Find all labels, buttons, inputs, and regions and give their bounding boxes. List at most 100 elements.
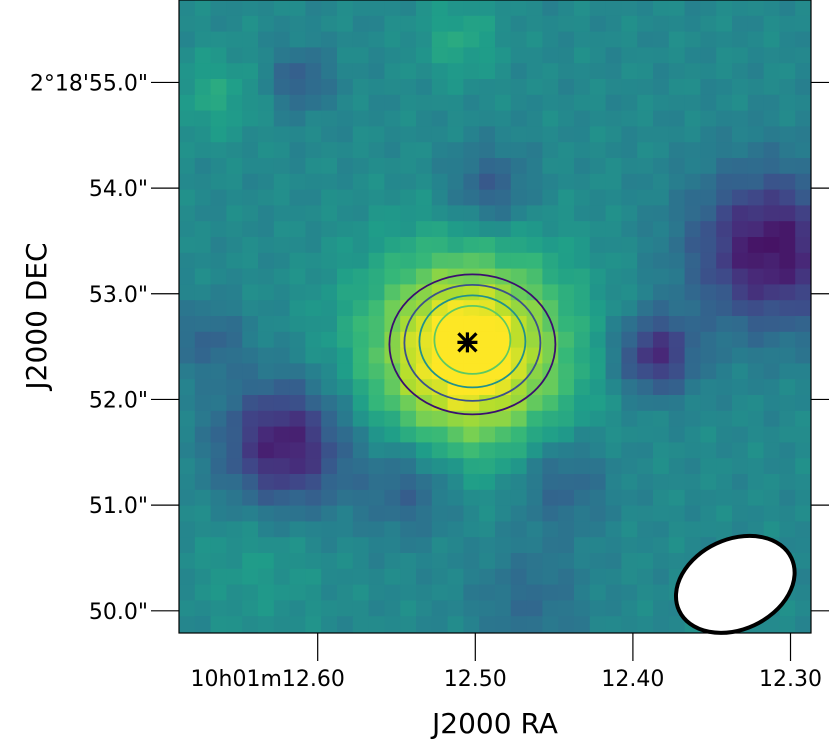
heatmap-pixel [684,221,701,238]
heatmap-pixel [337,410,354,428]
heatmap-pixel [226,489,243,507]
heatmap-pixel [337,173,354,191]
heatmap-pixel [242,142,259,159]
heatmap-pixel [558,616,575,633]
heatmap-pixel [716,205,733,222]
heatmap-pixel [542,284,559,301]
heatmap-pixel [210,158,227,175]
heatmap-pixel [242,126,259,143]
heatmap-pixel [653,94,670,112]
heatmap-pixel [495,489,512,507]
heatmap-pixel [305,31,322,48]
heatmap-pixel [732,79,749,96]
heatmap-pixel [258,300,275,317]
heatmap-pixel [495,110,512,127]
heatmap-pixel [368,347,385,364]
heatmap-pixel [589,173,607,191]
heatmap-pixel [337,458,354,475]
heatmap-pixel [226,252,243,270]
heatmap-pixel [621,395,638,412]
flux-heatmap [179,0,811,633]
heatmap-pixel [763,31,780,48]
heatmap-pixel [510,79,528,96]
heatmap-pixel [289,300,306,317]
heatmap-pixel [526,521,543,538]
heatmap-pixel [668,426,686,443]
heatmap-pixel [305,316,322,333]
heatmap-pixel [589,489,607,507]
heatmap-pixel [416,521,433,538]
heatmap-pixel [368,632,385,633]
heatmap-pixel [795,426,811,443]
heatmap-pixel [605,442,622,459]
heatmap-pixel [416,316,433,333]
heatmap-pixel [179,252,196,270]
heatmap-pixel [210,458,227,475]
heatmap-pixel [463,173,480,191]
heatmap-pixel [700,0,717,17]
heatmap-pixel [337,300,354,317]
heatmap-pixel [352,63,370,80]
heatmap-pixel [368,505,385,522]
heatmap-pixel [637,300,654,317]
heatmap-pixel [463,31,480,48]
heatmap-pixel [589,205,607,222]
heatmap-pixel [668,521,686,538]
heatmap-pixel [526,79,543,96]
heatmap-pixel [637,521,654,538]
heatmap-pixel [210,537,227,554]
heatmap-pixel [605,363,622,380]
heatmap-pixel [558,379,575,396]
heatmap-pixel [637,284,654,301]
heatmap-pixel [542,521,559,538]
heatmap-pixel [463,0,480,17]
heatmap-pixel [510,300,528,317]
heatmap-pixel [763,521,780,538]
heatmap-pixel [305,173,322,191]
heatmap-pixel [700,521,717,538]
heatmap-pixel [337,31,354,48]
x-axis-ticks: 10h01m12.60 12.50 12.40 12.30 [191,633,822,692]
heatmap-pixel [637,410,654,428]
heatmap-pixel [447,47,464,64]
heatmap-pixel [447,221,464,238]
heatmap-pixel [479,205,496,222]
heatmap-pixel [558,237,575,254]
heatmap-pixel [589,47,607,64]
heatmap-pixel [558,126,575,143]
heatmap-pixel [558,15,575,33]
heatmap-pixel [542,442,559,459]
heatmap-pixel [510,31,528,48]
heatmap-pixel [589,63,607,80]
heatmap-pixel [542,316,559,333]
heatmap-pixel [368,363,385,380]
heatmap-pixel [321,426,338,443]
heatmap-pixel [732,331,749,349]
heatmap-pixel [416,426,433,443]
heatmap-pixel [305,553,322,570]
heatmap-pixel [337,395,354,412]
heatmap-pixel [226,553,243,570]
heatmap-pixel [242,410,259,428]
heatmap-pixel [289,221,306,238]
heatmap-pixel [447,110,464,127]
contour-level [403,283,542,402]
heatmap-pixel [747,395,765,412]
heatmap-pixel [463,94,480,112]
heatmap-pixel [447,268,464,285]
heatmap-pixel [495,600,512,617]
heatmap-pixel [653,63,670,80]
heatmap-pixel [289,173,306,191]
heatmap-pixel [589,284,607,301]
heatmap-pixel [700,284,717,301]
heatmap-pixel [510,489,528,507]
heatmap-pixel [431,568,449,586]
heatmap-pixel [352,426,370,443]
heatmap-pixel [510,379,528,396]
heatmap-pixel [258,63,275,80]
heatmap-pixel [289,331,306,349]
heatmap-pixel [779,189,796,206]
heatmap-pixel [716,142,733,159]
heatmap-pixel [194,347,212,364]
heatmap-pixel [210,489,227,507]
